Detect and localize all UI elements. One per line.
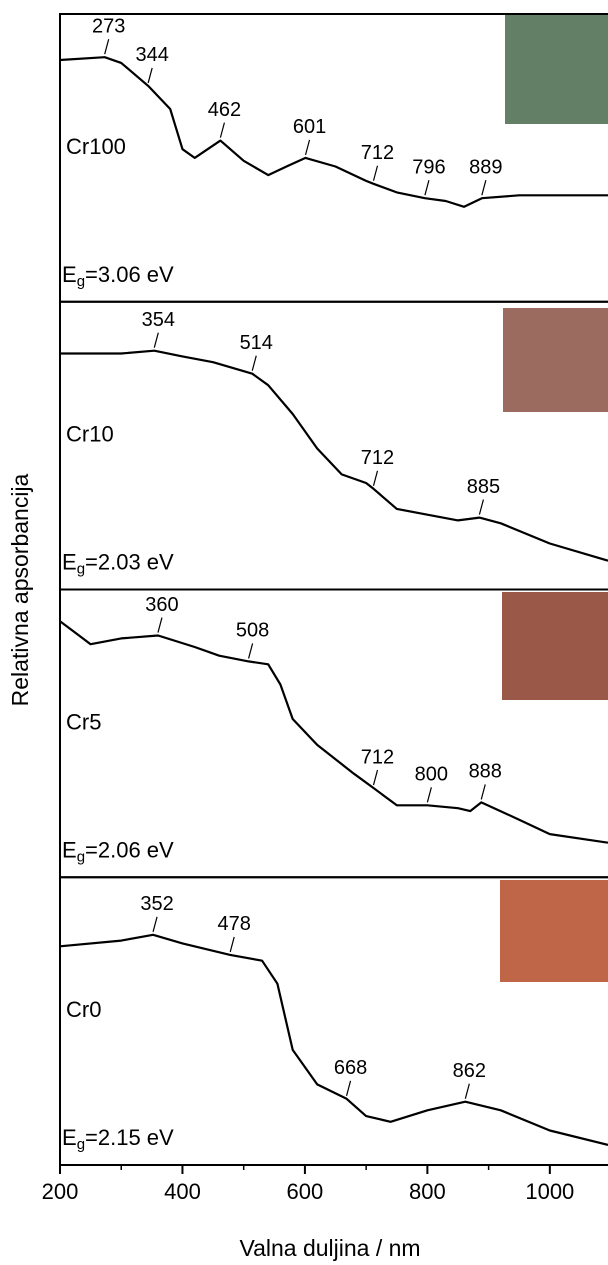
band-gap-label: Eg=2.06 eV	[62, 837, 174, 865]
sample-photo-shade	[503, 308, 608, 412]
panel-frame	[59, 876, 608, 1166]
peak-leader	[248, 643, 254, 659]
peak-label: 712	[361, 447, 394, 469]
peak-leader	[424, 180, 430, 196]
peak-label: 668	[334, 1057, 367, 1079]
x-tick-label: 400	[164, 1179, 201, 1204]
sample-photo	[500, 880, 608, 982]
sample-photo	[505, 14, 608, 124]
peak-label: 885	[467, 476, 500, 498]
spectrum-line	[59, 933, 608, 1146]
band-gap-label: Eg=3.06 eV	[62, 262, 174, 290]
peak-label: 712	[361, 746, 394, 768]
panel-label: Cr5	[66, 709, 101, 734]
sample-photo-shade	[502, 592, 608, 700]
peak-label: 514	[240, 332, 273, 354]
peak-label: 354	[142, 309, 175, 331]
x-tick-label: 200	[42, 1179, 79, 1204]
x-tick-label: 600	[287, 1179, 324, 1204]
sample-photo-shade	[505, 14, 608, 124]
x-axis-label: Valna duljina / nm	[239, 1235, 420, 1261]
band-gap-text: =2.03 eV	[85, 549, 174, 574]
panel-label: Cr0	[66, 997, 101, 1022]
band-gap-text: =2.06 eV	[85, 837, 174, 862]
peak-leader	[426, 787, 432, 803]
peak-leader	[480, 784, 486, 800]
band-gap-subscript: g	[77, 1136, 85, 1153]
peak-leader	[219, 122, 225, 138]
sample-photo-shade	[500, 880, 608, 982]
peak-leader	[481, 180, 487, 196]
panel-label: Cr100	[66, 134, 126, 159]
peak-leader	[304, 139, 311, 156]
peak-label: 508	[236, 620, 269, 642]
peak-leader	[152, 916, 158, 932]
peak-leader	[153, 332, 159, 348]
peak-leader	[464, 1083, 470, 1099]
peak-label: 352	[140, 893, 173, 915]
peak-label: 862	[453, 1060, 486, 1082]
spectrum-line	[59, 56, 608, 208]
peak-leader	[104, 39, 110, 55]
peak-label: 273	[92, 15, 125, 37]
x-tick-label: 800	[409, 1179, 446, 1204]
peak-label: 478	[218, 913, 251, 935]
peak-label: 796	[412, 156, 445, 178]
band-gap-symbol: E	[62, 1125, 77, 1150]
peak-leader	[147, 67, 153, 84]
spectrum-line	[59, 620, 608, 844]
band-gap-subscript: g	[77, 848, 85, 865]
peak-label: 888	[469, 761, 502, 783]
band-gap-label: Eg=2.03 eV	[62, 549, 174, 577]
peak-label: 889	[469, 156, 502, 178]
peak-leader	[372, 769, 379, 786]
band-gap-text: =2.15 eV	[85, 1125, 174, 1150]
peak-leader	[372, 165, 379, 181]
peak-leader	[372, 470, 379, 486]
y-axis-label: Relativna apsorbancija	[7, 473, 33, 706]
peak-label: 462	[208, 99, 241, 121]
peak-label: 344	[135, 44, 168, 66]
peak-leader	[478, 499, 484, 515]
peak-leader	[345, 1080, 352, 1096]
band-gap-subscript: g	[77, 273, 85, 290]
band-gap-symbol: E	[62, 262, 77, 287]
spectrum-line	[60, 349, 608, 562]
peak-label: 800	[415, 764, 448, 786]
peak-label: 712	[361, 142, 394, 164]
x-tick-label: 1000	[525, 1179, 574, 1204]
sample-photo	[503, 308, 608, 412]
panel-label: Cr10	[66, 422, 114, 447]
peak-label: 601	[293, 116, 326, 138]
peak-label: 360	[145, 594, 178, 616]
band-gap-text: =3.06 eV	[85, 262, 174, 287]
band-gap-label: Eg=2.15 eV	[62, 1125, 174, 1153]
band-gap-subscript: g	[77, 560, 85, 577]
peak-leader	[251, 355, 257, 371]
peak-leader	[157, 617, 163, 633]
band-gap-symbol: E	[62, 837, 77, 862]
sample-photo	[502, 592, 608, 700]
peak-leader	[229, 936, 235, 953]
band-gap-symbol: E	[62, 549, 77, 574]
